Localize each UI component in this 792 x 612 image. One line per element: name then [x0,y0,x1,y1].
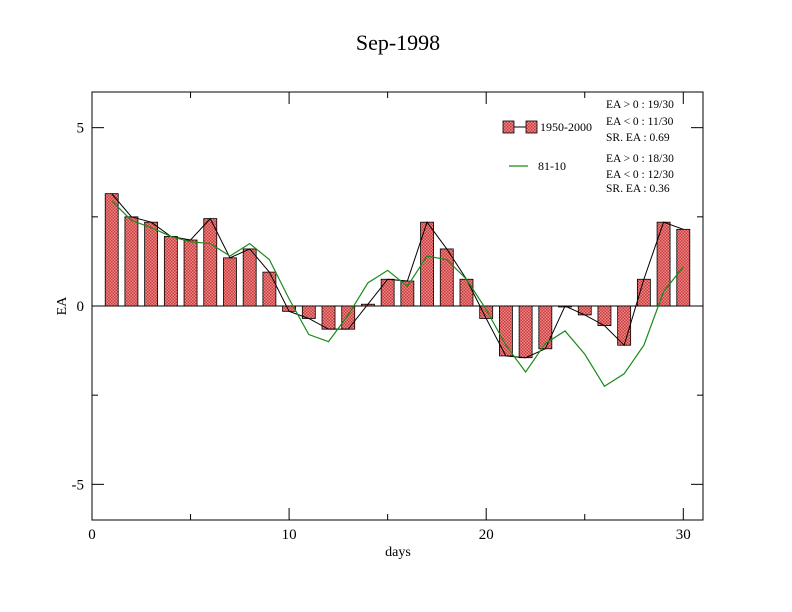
bar [223,257,237,307]
stat-ea-negative-1950-2000: EA < 0 : 11/30 [606,116,674,128]
bar [636,278,651,307]
legend-bar-swatch-left [502,120,515,134]
y-axis-label: EA [55,296,70,316]
bar [459,278,474,307]
stats-annotation: EA > 0 : 19/30 EA < 0 : 11/30 SR. EA : 0… [606,99,674,195]
legend-bar-swatch-right [525,120,538,134]
legend: 1950-2000 81-10 [502,120,592,173]
stat-sr-ea-81-10: SR. EA : 0.36 [606,183,670,195]
bar [321,305,336,330]
bar [518,305,533,359]
stat-sr-ea-1950-2000: SR. EA : 0.69 [606,132,670,144]
bar-series-connector-line [111,193,684,359]
bar [163,236,178,307]
line-series-81-10 [111,200,684,388]
bar [183,239,198,307]
stat-ea-positive-81-10: EA > 0 : 18/30 [606,153,674,165]
y-tick-label: 5 [77,121,85,137]
bar [242,248,257,307]
stat-ea-negative-81-10: EA < 0 : 12/30 [606,169,674,181]
x-axis-label: days [385,545,411,560]
x-tick-label: 30 [676,527,691,543]
bar [577,305,592,316]
bar [400,280,415,307]
bar [144,221,159,307]
x-axis-ticks: 0 10 20 30 [88,92,691,543]
bar [617,305,632,346]
y-tick-label: 0 [77,299,85,315]
x-tick-label: 20 [479,527,494,543]
y-tick-label: -5 [72,477,85,493]
bar [203,218,218,307]
bar [439,248,454,307]
bar-series-1950-2000 [104,193,691,359]
bar [341,305,356,330]
x-tick-label: 10 [282,527,297,543]
bar [124,216,139,307]
bar [104,193,119,307]
legend-label-1950-2000: 1950-2000 [540,120,592,134]
bar [538,305,553,350]
x-tick-label: 0 [88,527,96,543]
legend-label-81-10: 81-10 [538,159,566,173]
stat-ea-positive-1950-2000: EA > 0 : 19/30 [606,99,674,111]
bar [499,305,513,357]
bar [380,278,395,307]
bar [262,271,277,307]
chart-title: Sep-1998 [356,30,440,55]
